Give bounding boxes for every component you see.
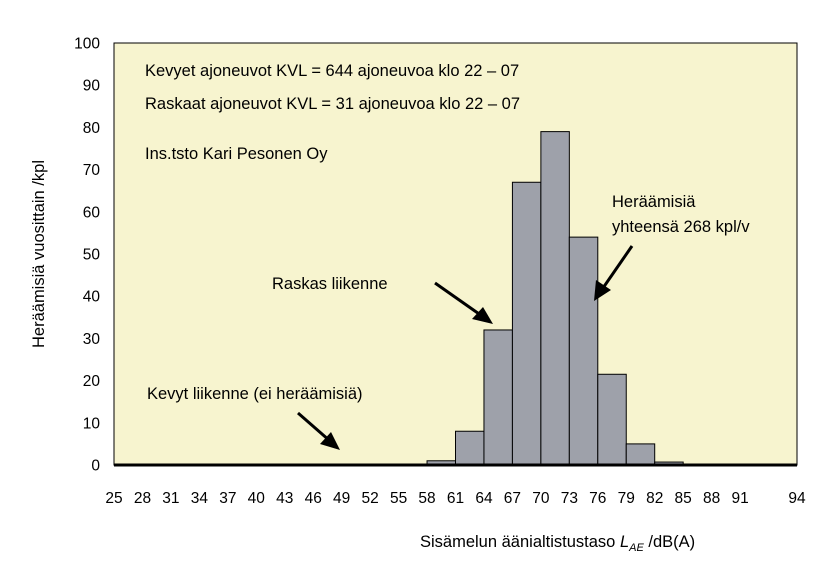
bar-67 (511, 181, 542, 466)
bar-76 (597, 373, 627, 466)
x-tick-label-49: 49 (333, 490, 350, 507)
x-tick-label-25: 25 (105, 490, 122, 507)
bar-79 (625, 443, 656, 466)
x-tick-label-61: 61 (447, 490, 464, 507)
y-tick-label-60: 60 (83, 204, 101, 221)
x-tick-label-55: 55 (390, 490, 407, 507)
x-tick-label-88: 88 (703, 490, 720, 507)
x-tick-label-67: 67 (504, 490, 521, 507)
x-tick-label-52: 52 (362, 490, 379, 507)
x-tick-label-28: 28 (134, 490, 151, 507)
bar-73 (568, 236, 599, 466)
x-tick-label-70: 70 (532, 490, 550, 507)
heavy-traffic-arrow (434, 281, 493, 324)
bar-61 (455, 430, 485, 466)
x-tick-label-82: 82 (646, 490, 663, 507)
x-tick-labels: 25 28 31 34 37 40 43 46 49 52 55 58 61 64 67 70 73 76 79 82… (105, 490, 806, 507)
info-line-1: Kevyet ajoneuvot KVL = 644 ajoneuvoa klo… (145, 62, 519, 80)
y-tick-labels: 0 10 20 30 40 50 60 70 80 90 100 (74, 36, 100, 475)
light-traffic-arrow (297, 411, 340, 450)
info-line-3: Ins.tsto Kari Pesonen Oy (145, 145, 328, 163)
x-tick-label-85: 85 (675, 490, 692, 507)
x-axis-title-subscript: AE (628, 542, 644, 554)
bars-group (426, 131, 684, 466)
x-tick-label-58: 58 (418, 490, 435, 507)
x-tick-label-73: 73 (561, 490, 578, 507)
info-line-2: Raskaat ajoneuvot KVL = 31 ajoneuvoa klo… (145, 95, 520, 113)
total-label-line-2: yhteensä 268 kpl/v (612, 218, 750, 236)
x-axis-title-prefix: Sisämelun äänialtistustaso (420, 533, 620, 551)
x-tick-label-43: 43 (276, 490, 293, 507)
y-tick-label-90: 90 (83, 78, 101, 95)
y-tick-label-40: 40 (83, 289, 101, 306)
plot-area (113, 42, 798, 466)
x-tick-label-37: 37 (219, 490, 236, 507)
heavy-traffic-label: Raskas liikenne (272, 275, 388, 293)
x-tick-label-76: 76 (589, 490, 606, 507)
x-tick-label-46: 46 (305, 490, 322, 507)
x-axis-title-symbol: L (620, 533, 629, 551)
y-axis-title: Heräämisiä vuosittain /kpl (30, 160, 48, 348)
x-tick-label-79: 79 (618, 490, 635, 507)
x-tick-label-34: 34 (191, 490, 209, 507)
y-tick-label-80: 80 (83, 120, 101, 137)
y-tick-label-70: 70 (83, 162, 101, 179)
x-tick-label-31: 31 (162, 490, 179, 507)
x-tick-label-64: 64 (475, 490, 493, 507)
x-axis-title-suffix: /dB(A) (644, 533, 695, 551)
x-axis-title: Sisämelun äänialtistustaso LAE /dB(A) (420, 533, 695, 554)
bar-70 (540, 131, 570, 466)
total-arrow (594, 245, 634, 301)
y-tick-label-10: 10 (83, 415, 101, 432)
y-tick-label-50: 50 (83, 247, 101, 264)
bar-64 (483, 329, 513, 466)
total-label-line-1: Heräämisiä (612, 193, 696, 211)
x-tick-label-40: 40 (248, 490, 266, 507)
x-tick-label-end: 94 (788, 490, 806, 507)
light-traffic-label: Kevyt liikenne (ei heräämisiä) (147, 385, 363, 403)
x-tick-label-91: 91 (731, 490, 748, 507)
y-tick-label-100: 100 (74, 36, 100, 53)
y-tick-label-0: 0 (91, 458, 100, 475)
y-tick-label-30: 30 (83, 331, 101, 348)
y-tick-label-20: 20 (83, 373, 101, 390)
